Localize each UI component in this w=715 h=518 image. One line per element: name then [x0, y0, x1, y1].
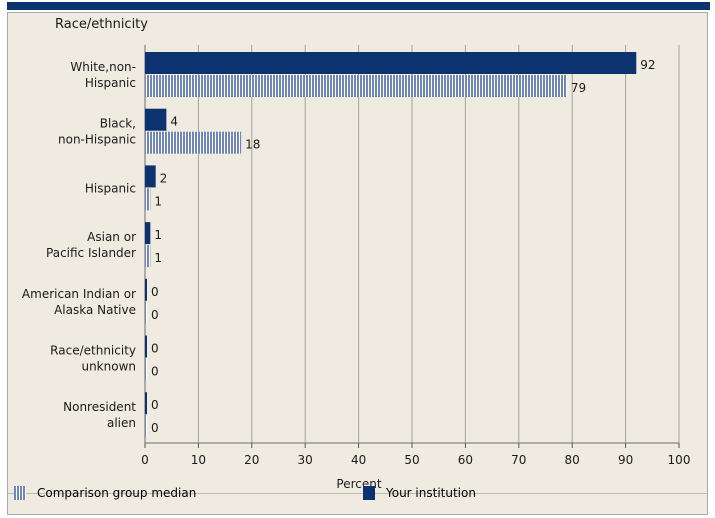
category-label: American Indian or — [22, 287, 136, 301]
category-label: Hispanic — [85, 76, 136, 90]
data-label-your-institution: 2 — [160, 171, 168, 185]
bar-your-institution — [145, 108, 167, 131]
data-label-your-institution: 4 — [170, 115, 178, 129]
data-label-comparison-median: 1 — [154, 251, 162, 265]
x-tick-label: 80 — [565, 453, 580, 467]
data-label-comparison-median: 79 — [571, 81, 586, 95]
data-label-your-institution: 0 — [151, 398, 159, 412]
legend-item-comparison: Comparison group median — [14, 486, 196, 500]
data-label-comparison-median: 18 — [245, 138, 260, 152]
bar-your-institution — [145, 392, 147, 415]
data-label-comparison-median: 0 — [151, 421, 159, 435]
category-label: alien — [107, 416, 136, 430]
comparison-swatch — [14, 486, 26, 500]
category-label: Pacific Islander — [46, 246, 136, 260]
category-label: Black, — [100, 117, 136, 131]
category-label: Alaska Native — [54, 303, 136, 317]
bar-your-institution — [145, 165, 156, 188]
bar-your-institution — [145, 278, 147, 301]
bar-comparison-median — [145, 75, 567, 97]
category-label: Hispanic — [85, 181, 136, 195]
category-label: Nonresident — [63, 400, 136, 414]
x-tick-label: 60 — [458, 453, 473, 467]
bar-your-institution — [145, 52, 637, 74]
data-label-your-institution: 0 — [151, 342, 159, 356]
x-tick-label: 20 — [244, 453, 259, 467]
x-tick-label: 70 — [511, 453, 526, 467]
bar-your-institution — [145, 222, 151, 245]
category-label: Asian or — [87, 230, 136, 244]
bar-comparison-median — [145, 301, 147, 324]
legend-label-comparison: Comparison group median — [37, 486, 197, 500]
bar-comparison-median — [145, 131, 242, 154]
x-tick-label: 10 — [191, 453, 206, 467]
bar-comparison-median — [145, 358, 147, 381]
data-label-comparison-median: 1 — [154, 194, 162, 208]
data-label-comparison-median: 0 — [151, 308, 159, 322]
bar-your-institution — [145, 335, 147, 358]
institution-swatch — [363, 486, 375, 500]
legend-item-institution: Your institution — [363, 486, 476, 500]
bar-comparison-median — [145, 188, 151, 211]
x-tick-label: 30 — [298, 453, 313, 467]
data-label-your-institution: 1 — [154, 228, 162, 242]
category-label: unknown — [81, 360, 136, 374]
bar-comparison-median — [145, 415, 147, 438]
data-label-your-institution: 0 — [151, 285, 159, 299]
chart-title: Race/ethnicity — [55, 17, 148, 32]
bar-comparison-median — [145, 245, 151, 268]
legend-divider — [8, 493, 707, 494]
category-label: Race/ethnicity — [50, 344, 136, 358]
category-label: non-Hispanic — [58, 133, 136, 147]
category-label: White,non- — [70, 60, 136, 74]
data-label-your-institution: 92 — [640, 58, 655, 72]
header-bar — [7, 2, 710, 10]
x-tick-label: 40 — [351, 453, 366, 467]
legend-label-institution: Your institution — [386, 486, 476, 500]
x-tick-label: 0 — [141, 453, 149, 467]
x-tick-label: 90 — [618, 453, 633, 467]
data-label-comparison-median: 0 — [151, 365, 159, 379]
x-tick-label: 100 — [668, 453, 691, 467]
x-tick-label: 50 — [404, 453, 419, 467]
